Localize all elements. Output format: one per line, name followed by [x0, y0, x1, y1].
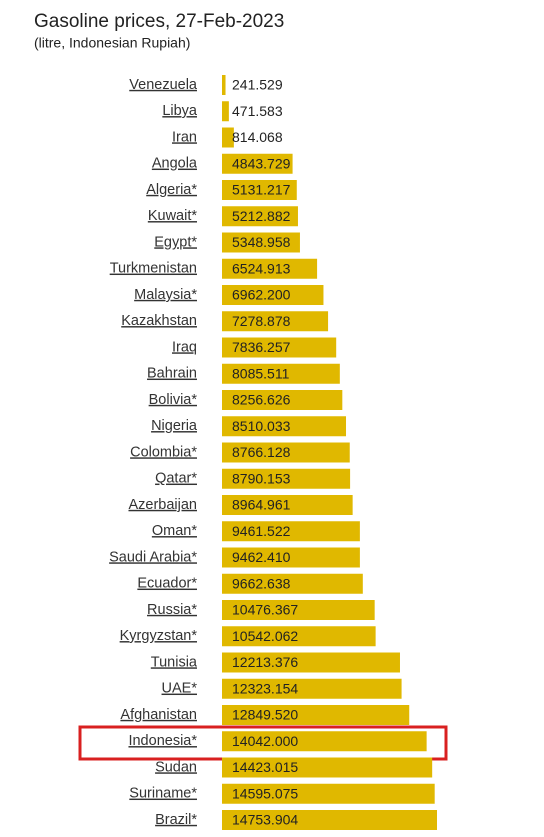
bar: [222, 127, 234, 148]
category-label[interactable]: Algeria*: [146, 182, 197, 198]
value-label: 12849.520: [232, 707, 298, 723]
category-label[interactable]: Sudan: [155, 759, 197, 775]
category-label[interactable]: Kyrgyzstan*: [120, 628, 198, 644]
bar: [222, 547, 360, 568]
category-label[interactable]: Azerbaijan: [128, 497, 197, 513]
category-label[interactable]: Kazakhstan: [121, 313, 197, 329]
bar: [222, 521, 360, 542]
bar: [222, 206, 298, 227]
value-label: 8790.153: [232, 470, 291, 486]
category-label[interactable]: Indonesia*: [128, 733, 197, 749]
value-label: 14753.904: [232, 812, 298, 828]
value-label: 7836.257: [232, 339, 291, 355]
chart-title: Gasoline prices, 27-Feb-2023: [34, 11, 284, 32]
bar: [222, 311, 329, 332]
category-label[interactable]: Libya: [162, 103, 198, 119]
value-label: 8085.511: [232, 365, 290, 381]
category-label[interactable]: Egypt*: [154, 234, 197, 250]
value-label: 5348.958: [232, 234, 291, 250]
bar: [222, 180, 297, 200]
category-label[interactable]: Qatar*: [155, 471, 197, 487]
category-label[interactable]: UAE*: [162, 681, 198, 697]
category-label[interactable]: Ecuador*: [137, 576, 197, 592]
category-label[interactable]: Iraq: [172, 339, 197, 355]
category-label[interactable]: Venezuela: [129, 77, 198, 93]
category-label[interactable]: Afghanistan: [120, 707, 197, 723]
category-label[interactable]: Colombia*: [130, 444, 197, 460]
bar: [222, 652, 400, 673]
value-label: 241.529: [232, 77, 283, 93]
bar: [222, 416, 347, 437]
value-label: 4843.729: [232, 155, 291, 171]
category-label[interactable]: Brazil*: [155, 812, 197, 828]
category-label[interactable]: Malaysia*: [134, 287, 197, 303]
category-label[interactable]: Nigeria: [151, 418, 198, 434]
bar: [222, 731, 427, 752]
value-label: 14042.000: [232, 733, 298, 749]
category-label[interactable]: Bolivia*: [149, 392, 198, 408]
bar: [222, 626, 376, 647]
value-label: 9461.522: [232, 523, 291, 539]
bar: [222, 153, 293, 174]
category-label[interactable]: Kuwait*: [148, 208, 198, 224]
category-label[interactable]: Tunisia: [151, 654, 198, 670]
bar: [222, 363, 340, 384]
bar: [222, 232, 300, 253]
value-label: 8766.128: [232, 444, 291, 460]
value-label: 8256.626: [232, 392, 291, 408]
bar: [222, 573, 363, 594]
bar: [222, 285, 324, 305]
category-label[interactable]: Angola: [152, 156, 198, 172]
bar: [222, 600, 375, 620]
category-label[interactable]: Iran: [172, 129, 197, 145]
value-label: 9462.410: [232, 549, 291, 565]
value-label: 8964.961: [232, 497, 291, 513]
bar: [222, 810, 437, 830]
value-label: 6962.200: [232, 287, 291, 303]
bar: [222, 783, 435, 804]
bar: [222, 258, 318, 279]
value-label: 5212.882: [232, 208, 291, 224]
bar: [222, 495, 353, 515]
bar: [222, 442, 350, 463]
value-label: 10542.062: [232, 628, 298, 644]
value-label: 12213.376: [232, 654, 298, 670]
bar: [222, 75, 226, 95]
bar: [222, 337, 337, 358]
value-label: 14595.075: [232, 785, 298, 801]
category-label[interactable]: Oman*: [152, 523, 197, 539]
value-label: 14423.015: [232, 759, 298, 775]
value-label: 5131.217: [232, 182, 291, 198]
value-label: 9662.638: [232, 575, 291, 591]
bar: [222, 390, 343, 410]
bar: [222, 101, 229, 122]
value-label: 471.583: [232, 103, 283, 119]
category-label[interactable]: Saudi Arabia*: [109, 549, 197, 565]
value-label: 814.068: [232, 129, 283, 145]
bar: [222, 678, 402, 699]
bar: [222, 757, 433, 778]
chart-subtitle: (litre, Indonesian Rupiah): [34, 35, 190, 51]
category-label[interactable]: Russia*: [147, 602, 197, 618]
value-label: 7278.878: [232, 313, 291, 329]
category-label[interactable]: Suriname*: [129, 786, 197, 802]
bar: [222, 468, 351, 489]
value-label: 10476.367: [232, 602, 298, 618]
value-label: 12323.154: [232, 680, 298, 696]
bar: [222, 705, 410, 725]
category-label[interactable]: Turkmenistan: [110, 261, 197, 277]
value-label: 6524.913: [232, 260, 291, 276]
category-label[interactable]: Bahrain: [147, 366, 197, 382]
value-label: 8510.033: [232, 418, 291, 434]
